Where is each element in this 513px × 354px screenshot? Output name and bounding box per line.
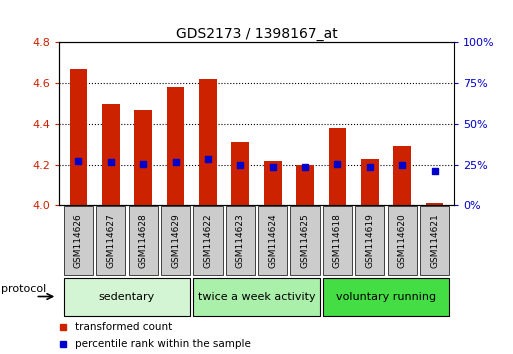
Bar xyxy=(134,110,152,205)
Text: GSM114625: GSM114625 xyxy=(301,213,309,268)
FancyBboxPatch shape xyxy=(161,206,190,275)
FancyBboxPatch shape xyxy=(129,206,158,275)
Bar xyxy=(393,146,411,205)
FancyBboxPatch shape xyxy=(323,278,449,316)
Text: GSM114619: GSM114619 xyxy=(365,213,374,268)
FancyBboxPatch shape xyxy=(64,206,93,275)
FancyBboxPatch shape xyxy=(64,278,190,316)
Bar xyxy=(102,103,120,205)
FancyBboxPatch shape xyxy=(388,206,417,275)
Text: GSM114629: GSM114629 xyxy=(171,213,180,268)
Text: GSM114628: GSM114628 xyxy=(139,213,148,268)
Text: GSM114621: GSM114621 xyxy=(430,213,439,268)
Bar xyxy=(361,159,379,205)
Bar xyxy=(70,69,87,205)
FancyBboxPatch shape xyxy=(96,206,125,275)
Text: twice a week activity: twice a week activity xyxy=(198,291,315,302)
Text: GSM114618: GSM114618 xyxy=(333,213,342,268)
Bar xyxy=(328,128,346,205)
Text: GSM114624: GSM114624 xyxy=(268,213,277,268)
Text: percentile rank within the sample: percentile rank within the sample xyxy=(75,339,251,349)
FancyBboxPatch shape xyxy=(323,206,352,275)
Text: sedentary: sedentary xyxy=(99,291,155,302)
Bar xyxy=(167,87,185,205)
Text: GSM114626: GSM114626 xyxy=(74,213,83,268)
Text: voluntary running: voluntary running xyxy=(336,291,436,302)
Text: protocol: protocol xyxy=(1,284,47,294)
FancyBboxPatch shape xyxy=(193,206,223,275)
Bar xyxy=(264,161,282,205)
FancyBboxPatch shape xyxy=(193,278,320,316)
Bar xyxy=(231,142,249,205)
Bar xyxy=(426,203,443,205)
FancyBboxPatch shape xyxy=(290,206,320,275)
Text: transformed count: transformed count xyxy=(75,321,172,332)
Bar xyxy=(296,165,314,205)
Text: GSM114620: GSM114620 xyxy=(398,213,407,268)
Text: GSM114622: GSM114622 xyxy=(204,213,212,268)
FancyBboxPatch shape xyxy=(420,206,449,275)
Title: GDS2173 / 1398167_at: GDS2173 / 1398167_at xyxy=(175,28,338,41)
FancyBboxPatch shape xyxy=(226,206,255,275)
Bar xyxy=(199,79,217,205)
FancyBboxPatch shape xyxy=(356,206,384,275)
FancyBboxPatch shape xyxy=(258,206,287,275)
Text: GSM114627: GSM114627 xyxy=(106,213,115,268)
Text: GSM114623: GSM114623 xyxy=(236,213,245,268)
